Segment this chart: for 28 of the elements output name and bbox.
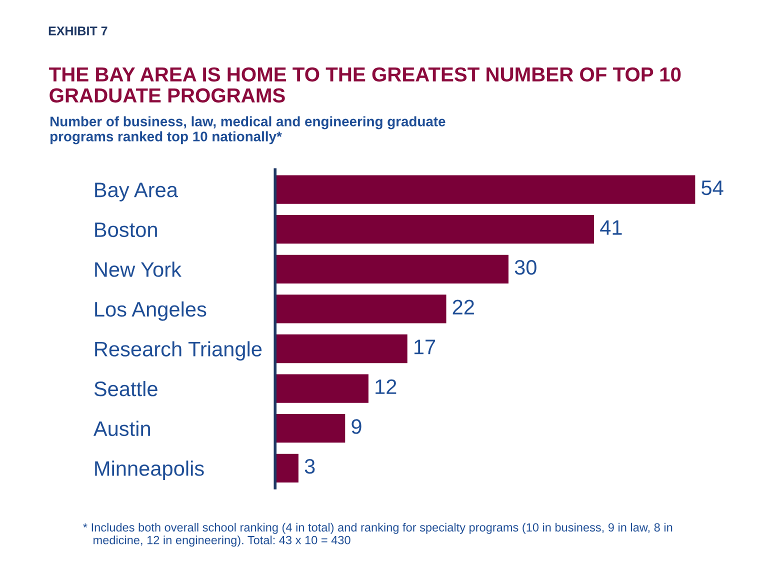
data-label: 3 <box>304 458 315 474</box>
y-tick-label: Research Triangle <box>95 341 262 361</box>
bar <box>275 175 696 204</box>
text: * Includes both overall school ranking (4 in total) and ranking for specialty programs (10 in business, 9 in law, 8 in medicine, 12 in engineering). Total: 43 x 10 = 430 <box>83 522 672 547</box>
y-tick-label: Boston <box>95 222 157 238</box>
data-label: 17 <box>414 340 436 354</box>
bar <box>275 374 368 403</box>
bar <box>275 454 298 482</box>
bar <box>275 254 508 284</box>
data-label: 30 <box>514 260 536 275</box>
y-tick-label: New York <box>95 262 182 277</box>
bar <box>275 294 446 324</box>
y-tick-label: Bay Area <box>95 182 178 202</box>
data-label: 41 <box>600 220 622 235</box>
chart-subtitle: Number of business, law, medical and engineering graduate programs ranked top 10 nationally* <box>50 116 446 144</box>
data-label: 22 <box>452 300 474 314</box>
y-tick-label: Seattle <box>94 380 158 396</box>
bar <box>275 334 408 364</box>
y-tick-label: Los Angeles <box>95 301 206 321</box>
data-label: 54 <box>702 180 724 196</box>
text: EXHIBIT 7 <box>48 26 108 36</box>
y-tick-label: Austin <box>93 420 150 436</box>
data-label: 9 <box>352 419 362 434</box>
chart-title: THE BAY AREA IS HOME TO THE GREATEST NUMBER OF TOP 10 GRADUATE PROGRAMS <box>49 67 681 103</box>
y-tick-label: Minneapolis <box>95 460 204 480</box>
data-label: 12 <box>376 379 396 394</box>
bar <box>275 215 594 244</box>
bar <box>275 414 346 443</box>
